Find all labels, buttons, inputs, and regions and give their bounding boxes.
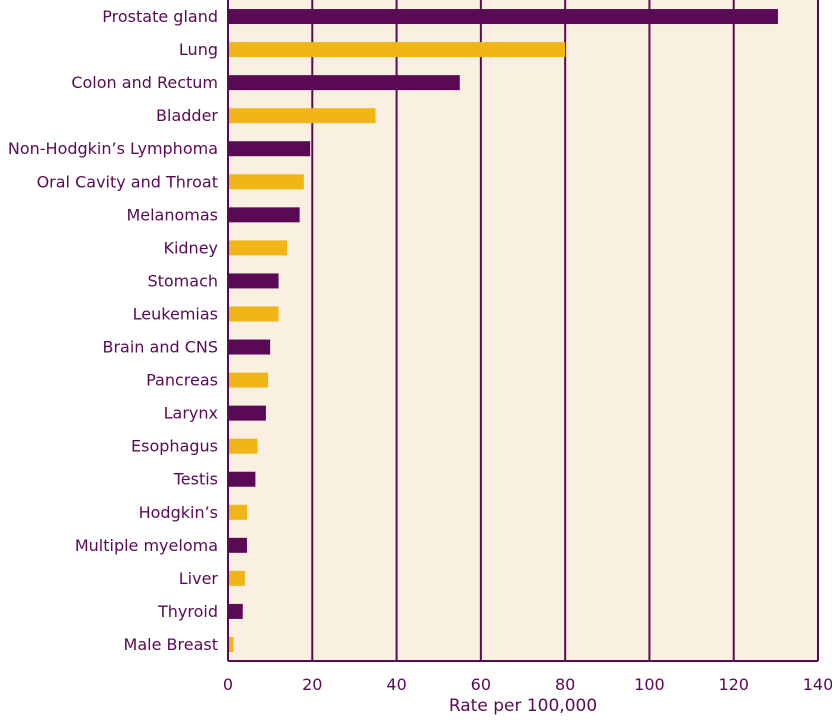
bar xyxy=(228,207,300,223)
bar xyxy=(228,240,287,256)
category-label: Bladder xyxy=(156,106,218,125)
x-tick-label: 80 xyxy=(555,675,575,694)
category-label: Oral Cavity and Throat xyxy=(37,172,218,191)
category-label: Liver xyxy=(179,569,219,588)
bar xyxy=(228,339,271,355)
category-label: Leukemias xyxy=(133,304,218,323)
x-ticks: 0 20 40 60 80 100 120 140 xyxy=(223,675,832,694)
x-tick-label: 100 xyxy=(634,675,665,694)
category-label: Lung xyxy=(179,40,218,59)
bar xyxy=(228,636,234,652)
bar xyxy=(228,405,266,421)
bar xyxy=(228,471,256,487)
bar xyxy=(228,570,245,586)
x-axis-title: Rate per 100,000 xyxy=(449,696,597,716)
category-label: Testis xyxy=(173,470,218,489)
category-label: Prostate gland xyxy=(102,7,218,26)
category-label: Multiple myeloma xyxy=(75,536,218,555)
x-tick-label: 60 xyxy=(471,675,491,694)
category-label: Hodgkin’s xyxy=(139,503,218,522)
bar xyxy=(228,537,247,553)
x-tick-label: 40 xyxy=(386,675,406,694)
category-label: Esophagus xyxy=(131,437,218,456)
category-label: Thyroid xyxy=(157,602,218,621)
bar xyxy=(228,108,376,124)
bar xyxy=(228,9,778,25)
plot-background xyxy=(228,0,818,661)
category-label: Male Breast xyxy=(124,635,218,654)
bar xyxy=(228,372,269,388)
x-tick-label: 0 xyxy=(223,675,233,694)
x-tick-label: 20 xyxy=(302,675,322,694)
category-label: Kidney xyxy=(163,238,218,257)
bar xyxy=(228,174,304,190)
bar xyxy=(228,141,311,157)
bar xyxy=(228,273,279,289)
category-label: Melanomas xyxy=(126,205,218,224)
gridlines xyxy=(311,0,819,661)
category-label: Brain and CNS xyxy=(102,338,218,357)
category-label: Stomach xyxy=(147,271,218,290)
category-label: Colon and Rectum xyxy=(71,73,218,92)
x-tick-label: 140 xyxy=(803,675,832,694)
bar xyxy=(228,504,247,520)
bar xyxy=(228,438,258,454)
category-labels: Prostate gland Lung Colon and Rectum Bladde… xyxy=(8,7,219,654)
bar xyxy=(228,75,460,91)
x-tick-label: 120 xyxy=(718,675,749,694)
bar xyxy=(228,42,566,58)
bar xyxy=(228,603,243,619)
category-label: Pancreas xyxy=(146,371,218,390)
category-label: Non-Hodgkin’s Lymphoma xyxy=(8,139,218,158)
bars xyxy=(228,9,778,652)
bar xyxy=(228,306,279,322)
category-label: Larynx xyxy=(164,404,218,423)
